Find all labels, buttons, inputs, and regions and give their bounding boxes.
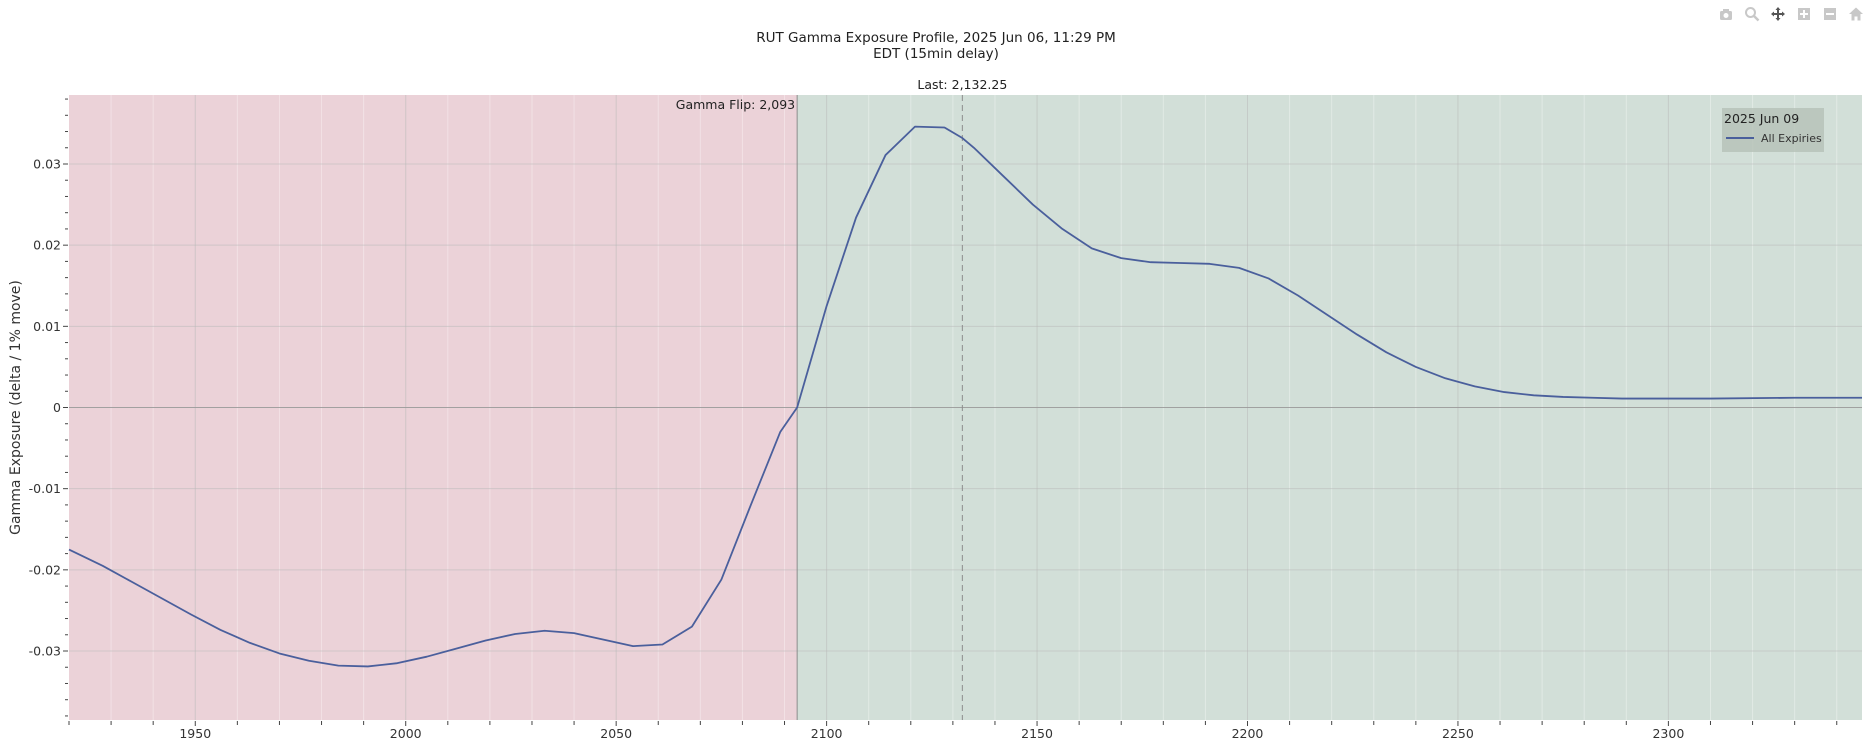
chart-title-line2: EDT (15min delay) — [873, 46, 999, 62]
x-tick-label: 2150 — [1021, 726, 1053, 741]
x-tick-label: 2300 — [1652, 726, 1684, 741]
zoom-out-icon — [1824, 8, 1836, 20]
modebar-toolbar — [1716, 4, 1866, 24]
x-tick-label: 2050 — [600, 726, 632, 741]
home-button[interactable] — [1846, 4, 1866, 24]
chart-title: RUT Gamma Exposure Profile, 2025 Jun 06,… — [0, 30, 1872, 62]
x-tick-label: 1950 — [179, 726, 211, 741]
series-line-all-expiries[interactable] — [68, 125, 1862, 668]
y-tick-label: -0.01 — [29, 481, 61, 496]
y-tick-label: 0 — [53, 400, 61, 415]
gamma-flip-label: Gamma Flip: 2,093 — [676, 97, 795, 112]
last-price-label: Last: 2,132.25 — [917, 77, 1007, 92]
y-tick-label: 0.02 — [33, 238, 61, 253]
y-tick-label: -0.03 — [29, 644, 61, 659]
camera-button[interactable] — [1716, 4, 1736, 24]
y-axis-title: Gamma Exposure (delta / 1% move) — [8, 280, 24, 535]
zoom-in-button[interactable] — [1794, 4, 1814, 24]
x-tick-label: 2250 — [1442, 726, 1474, 741]
home-icon — [1849, 7, 1863, 21]
camera-icon — [1720, 9, 1732, 20]
x-tick-label: 2200 — [1232, 726, 1264, 741]
legend-title: 2025 Jun 09 — [1724, 111, 1799, 126]
y-tick-label: 0.01 — [33, 319, 61, 334]
zoom-icon — [1745, 7, 1760, 22]
zoom-in-icon — [1798, 8, 1810, 20]
legend-box — [1722, 108, 1824, 152]
chart-title-line1: RUT Gamma Exposure Profile, 2025 Jun 06,… — [756, 30, 1116, 46]
zoom-button[interactable] — [1742, 4, 1762, 24]
zoom-out-button[interactable] — [1820, 4, 1840, 24]
y-tick-label: -0.02 — [29, 562, 61, 577]
y-tick-label: 0.03 — [33, 156, 61, 171]
x-tick-label: 2100 — [811, 726, 843, 741]
pan-button[interactable] — [1768, 4, 1788, 24]
x-tick-label: 2000 — [390, 726, 422, 741]
legend-item-all-expiries[interactable]: All Expiries — [1761, 132, 1822, 145]
pan-icon — [1771, 7, 1785, 21]
